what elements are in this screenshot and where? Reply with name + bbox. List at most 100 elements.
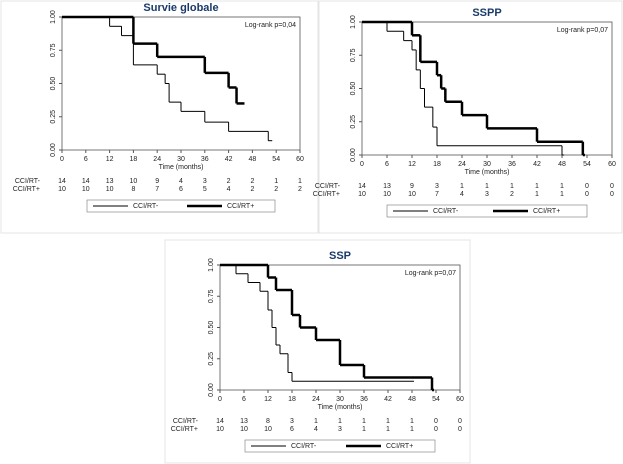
risk-value: 7 xyxy=(435,191,439,198)
risk-value: 3 xyxy=(338,426,342,433)
risk-value: 0 xyxy=(610,191,614,198)
risk-value: 1 xyxy=(510,183,514,190)
plot-frame xyxy=(361,21,613,156)
risk-row-label: CCI/RT+ xyxy=(313,191,340,198)
risk-value: 0 xyxy=(585,183,589,190)
risk-value: 13 xyxy=(383,183,391,190)
chart-title: Survie globale xyxy=(143,2,218,14)
risk-value: 1 xyxy=(338,418,342,425)
x-tick-label: 36 xyxy=(201,156,209,163)
x-axis-label: Time (months) xyxy=(159,164,204,171)
risk-value: 2 xyxy=(250,178,254,185)
risk-value: 10 xyxy=(106,186,114,193)
x-tick-label: 54 xyxy=(272,156,280,163)
y-tick-label: 0.25 xyxy=(350,115,357,129)
x-tick-label: 54 xyxy=(432,396,440,403)
risk-value: 14 xyxy=(358,183,366,190)
y-tick-label: 0.00 xyxy=(350,148,357,162)
x-tick-label: 42 xyxy=(533,161,541,168)
risk-value: 10 xyxy=(383,191,391,198)
risk-value: 0 xyxy=(458,418,462,425)
risk-value: 8 xyxy=(131,186,135,193)
x-tick-label: 18 xyxy=(288,396,296,403)
risk-value: 10 xyxy=(130,178,138,185)
risk-value: 1 xyxy=(274,178,278,185)
panel-frame xyxy=(0,0,320,234)
x-tick-label: 36 xyxy=(360,396,368,403)
risk-value: 14 xyxy=(216,418,224,425)
risk-value: 1 xyxy=(386,426,390,433)
risk-value: 1 xyxy=(362,426,366,433)
panel-frame xyxy=(317,0,623,234)
legend-frame xyxy=(244,439,436,453)
legend-label: CCI/RT+ xyxy=(227,203,254,210)
x-tick-label: 24 xyxy=(153,156,161,163)
risk-value: 1 xyxy=(460,183,464,190)
risk-value: 4 xyxy=(460,191,464,198)
risk-value: 0 xyxy=(585,191,589,198)
x-tick-label: 30 xyxy=(336,396,344,403)
y-tick-label: 1.00 xyxy=(350,15,357,29)
x-tick-label: 6 xyxy=(242,396,246,403)
x-tick-label: 48 xyxy=(558,161,566,168)
y-tick-label: 0.00 xyxy=(208,383,215,397)
risk-value: 10 xyxy=(82,186,90,193)
risk-value: 4 xyxy=(227,186,231,193)
risk-value: 1 xyxy=(362,418,366,425)
x-tick-label: 48 xyxy=(249,156,257,163)
risk-value: 1 xyxy=(314,418,318,425)
legend-label: CCI/RT- xyxy=(133,203,159,210)
chart-title: SSP xyxy=(329,250,351,262)
y-tick-label: 0.25 xyxy=(50,110,57,124)
risk-value: 1 xyxy=(535,183,539,190)
risk-value: 3 xyxy=(485,191,489,198)
legend-label: CCI/RT+ xyxy=(386,443,413,450)
x-tick-label: 24 xyxy=(312,396,320,403)
x-tick-label: 12 xyxy=(408,161,416,168)
risk-row-label: CCI/RT- xyxy=(315,183,341,190)
risk-value: 4 xyxy=(314,426,318,433)
annotation: Log-rank p=0,07 xyxy=(405,270,456,277)
y-tick-label: 0.75 xyxy=(208,289,215,303)
y-tick-label: 0.50 xyxy=(208,321,215,335)
risk-value: 13 xyxy=(240,418,248,425)
risk-value: 14 xyxy=(58,178,66,185)
x-tick-label: 24 xyxy=(458,161,466,168)
risk-value: 1 xyxy=(560,183,564,190)
x-tick-label: 6 xyxy=(385,161,389,168)
y-tick-label: 0.50 xyxy=(350,82,357,96)
legend-frame xyxy=(386,204,588,218)
x-tick-label: 18 xyxy=(130,156,138,163)
risk-value: 1 xyxy=(410,418,414,425)
risk-value: 1 xyxy=(386,418,390,425)
y-tick-label: 0.50 xyxy=(50,77,57,91)
risk-value: 14 xyxy=(82,178,90,185)
risk-value: 3 xyxy=(203,178,207,185)
risk-value: 6 xyxy=(179,186,183,193)
y-tick-label: 0.75 xyxy=(350,48,357,62)
risk-value: 10 xyxy=(240,426,248,433)
plot-frame xyxy=(61,16,301,151)
x-tick-label: 18 xyxy=(433,161,441,168)
risk-value: 1 xyxy=(535,191,539,198)
x-tick-label: 6 xyxy=(84,156,88,163)
risk-value: 8 xyxy=(266,418,270,425)
risk-row-label: CCI/RT- xyxy=(15,178,41,185)
risk-value: 2 xyxy=(250,186,254,193)
x-tick-label: 60 xyxy=(608,161,616,168)
risk-row-label: CCI/RT+ xyxy=(13,186,40,193)
risk-value: 10 xyxy=(216,426,224,433)
x-axis-label: Time (months) xyxy=(318,404,363,411)
y-tick-label: 0.25 xyxy=(208,352,215,366)
legend-label: CCI/RT- xyxy=(433,208,459,215)
risk-row-label: CCI/RT- xyxy=(173,418,199,425)
x-tick-label: 30 xyxy=(483,161,491,168)
x-tick-label: 60 xyxy=(456,396,464,403)
risk-value: 7 xyxy=(155,186,159,193)
risk-value: 0 xyxy=(610,183,614,190)
risk-value: 3 xyxy=(435,183,439,190)
risk-value: 9 xyxy=(410,183,414,190)
risk-value: 13 xyxy=(106,178,114,185)
annotation: Log-rank p=0,07 xyxy=(557,27,608,34)
y-tick-label: 1.00 xyxy=(50,10,57,24)
